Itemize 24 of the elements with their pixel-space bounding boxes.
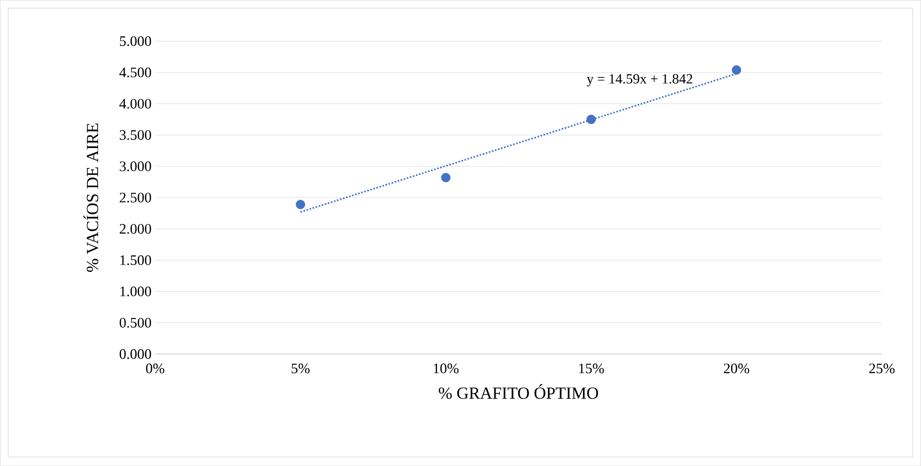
x-tick-label: 20% [724, 363, 750, 374]
y-tick-label: 4.500 [119, 67, 152, 78]
y-tick-label: 0.500 [120, 318, 152, 328]
y-tick-label: 3.000 [120, 161, 152, 172]
y-tick-label: 2.500 [120, 192, 152, 202]
y-tick-label: 1.500 [120, 255, 152, 265]
y-tick-label: 0.000 [120, 349, 152, 359]
point [586, 114, 596, 124]
x-tick-label: 0% [146, 363, 164, 374]
y-tick-label: 1.000 [120, 286, 152, 296]
x-tick-label: 25% [869, 363, 895, 374]
x-tick-label: 10% [434, 363, 459, 374]
x-tick-label: 5% [292, 363, 310, 374]
y-tick-label: 4.000 [119, 98, 152, 109]
y-tick-label: 2.000 [120, 224, 152, 234]
y-tick-label: 5.000 [120, 36, 152, 46]
point [296, 200, 306, 210]
y-axis-title: % VACÍOS DE AIRE [84, 124, 98, 272]
x-tick-label: 15% [579, 363, 604, 374]
annotation: y = 14.59x + 1.842 [586, 74, 692, 86]
point [732, 65, 742, 75]
y-tick-label: 3.500 [120, 130, 152, 140]
point [441, 172, 450, 182]
x-axis-title: % GRAFITO ÓPTIMO [438, 384, 598, 399]
